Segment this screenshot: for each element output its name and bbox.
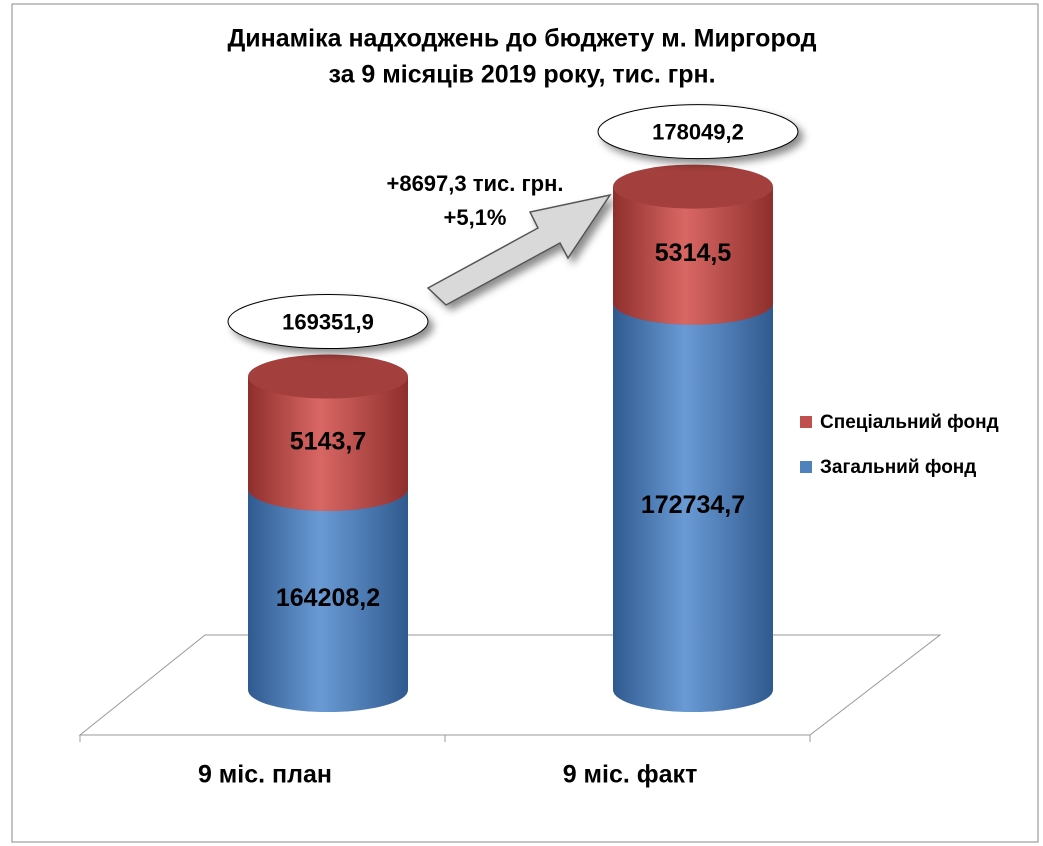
total-label: 178049,2 [652, 119, 744, 144]
growth-arrow [426, 193, 612, 306]
legend-label: Загальний фонд [820, 457, 976, 478]
cylinder-body [248, 488, 408, 690]
total-bubble [597, 104, 799, 160]
value-label: 5143,7 [290, 427, 366, 455]
chart-title: Динаміка надходжень до бюджету м. Миргор… [227, 25, 816, 53]
cylinder-top [613, 164, 773, 209]
total-label: 169351,9 [282, 309, 374, 334]
annotation: +8697,3 тис. грн. [386, 171, 563, 196]
value-label: 164208,2 [276, 584, 380, 612]
chart-title: за 9 місяців 2019 року, тис. грн. [328, 61, 715, 89]
legend-label: Спеціальний фонд [820, 412, 999, 433]
category-label: 9 міс. план [198, 761, 332, 789]
annotation: +5,1% [444, 205, 507, 230]
category-label: 9 міс. факт [563, 761, 698, 789]
legend-swatch [800, 461, 812, 473]
cylinder-body [613, 302, 773, 690]
value-label: 5314,5 [655, 239, 732, 267]
value-label: 172734,7 [641, 491, 745, 519]
cylinder-top [248, 354, 408, 399]
floor [78, 634, 942, 736]
total-bubble [227, 294, 429, 350]
legend-swatch [800, 416, 812, 428]
